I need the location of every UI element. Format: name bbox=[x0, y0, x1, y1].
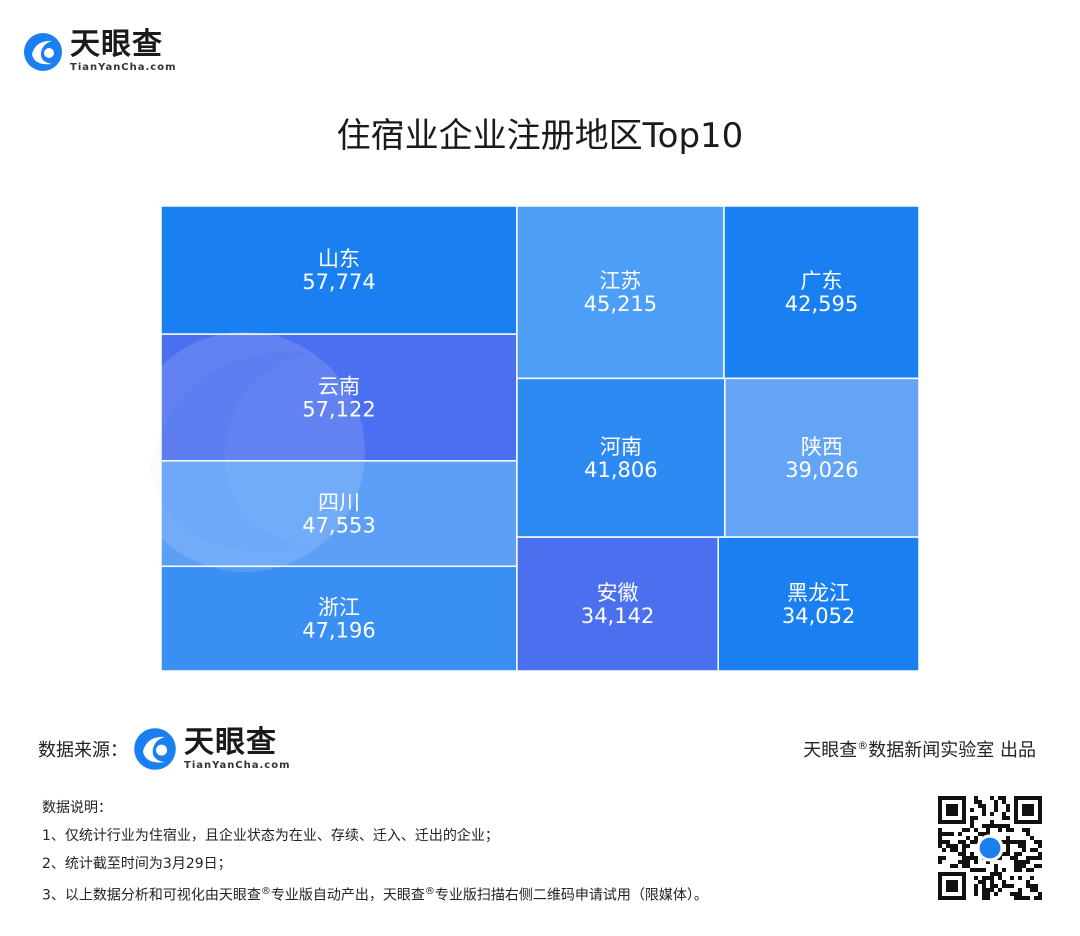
notes-heading: 数据说明： bbox=[42, 800, 112, 816]
treemap-cell-label: 江苏 bbox=[599, 269, 641, 293]
source-brand-cn: 天眼查 bbox=[184, 724, 277, 760]
tianyancha-logo-icon bbox=[24, 32, 62, 71]
tianyancha-logo-icon bbox=[134, 728, 176, 770]
registered-mark: ® bbox=[857, 739, 869, 752]
source-logo: 天眼查 TianYanCha.com bbox=[132, 726, 291, 772]
treemap-cell-value: 57,122 bbox=[302, 397, 375, 421]
notes-line-3-part-a: 3、以上数据分析和可视化由天眼查 bbox=[42, 887, 261, 904]
treemap-cell bbox=[516, 377, 726, 538]
registered-mark: ® bbox=[260, 886, 271, 897]
treemap-cell bbox=[516, 536, 719, 672]
treemap-cell bbox=[160, 333, 518, 462]
credit-line: 天眼查®数据新闻实验室 出品 bbox=[803, 736, 1036, 762]
treemap-cell bbox=[724, 377, 920, 538]
treemap-cell-label: 山东 bbox=[318, 247, 360, 271]
treemap-cell-label: 云南 bbox=[318, 374, 360, 398]
treemap-cell-value: 41,806 bbox=[584, 458, 657, 482]
treemap-cell-label: 安徽 bbox=[597, 581, 639, 605]
credit-suffix: 数据新闻实验室 出品 bbox=[868, 740, 1036, 761]
source-label: 数据来源： bbox=[38, 740, 128, 761]
treemap-cell-value: 39,026 bbox=[785, 458, 858, 482]
registered-mark: ® bbox=[424, 886, 435, 897]
notes-line-3-part-c: 专业版扫描右侧二维码申请试用（限媒体）。 bbox=[434, 887, 708, 904]
brand-logo: 天眼查 TianYanCha.com bbox=[22, 30, 177, 73]
treemap-cell-value: 47,196 bbox=[302, 619, 375, 643]
treemap-cell-label: 四川 bbox=[318, 491, 360, 515]
treemap-cell-label: 浙江 bbox=[318, 596, 360, 620]
brand-name-cn: 天眼查 bbox=[70, 27, 163, 62]
treemap-cell-value: 45,215 bbox=[584, 292, 657, 316]
treemap-cell-value: 42,595 bbox=[785, 292, 858, 316]
treemap-cell bbox=[717, 536, 920, 672]
treemap-cell bbox=[516, 205, 725, 380]
notes-line-1: 1、仅统计行业为住宿业，且企业状态为在业、存续、迁入、迁出的企业； bbox=[42, 828, 499, 844]
credit-prefix: 天眼查 bbox=[803, 740, 858, 761]
qr-code-icon[interactable] bbox=[938, 796, 1042, 900]
data-source: 数据来源： 天眼查 TianYanCha.com bbox=[38, 726, 291, 772]
treemap-cell bbox=[160, 460, 518, 568]
treemap-cell-value: 34,052 bbox=[782, 604, 855, 628]
treemap-cell-label: 陕西 bbox=[801, 435, 843, 459]
treemap-cell-value: 34,142 bbox=[581, 604, 654, 628]
treemap-cell-label: 河南 bbox=[600, 435, 642, 459]
treemap-cell bbox=[723, 205, 920, 380]
treemap-cell-value: 57,774 bbox=[302, 270, 375, 294]
treemap-cell-label: 广东 bbox=[800, 269, 842, 293]
treemap-cell-value: 47,553 bbox=[302, 514, 375, 538]
treemap-cell-label: 黑龙江 bbox=[787, 581, 850, 605]
brand-name-en: TianYanCha.com bbox=[70, 62, 177, 73]
chart-title: 住宿业企业注册地区Top10 bbox=[336, 116, 744, 156]
notes-line-3-part-b: 专业版自动产出，天眼查 bbox=[270, 887, 425, 904]
notes-line-2: 2、统计截至时间为3月29日； bbox=[42, 856, 232, 872]
source-brand-en: TianYanCha.com bbox=[184, 759, 291, 771]
notes-line-3: 3、以上数据分析和可视化由天眼查®专业版自动产出，天眼查®专业版扫描右侧二维码申… bbox=[42, 878, 708, 910]
data-notes: 数据说明： 1、仅统计行业为住宿业，且企业状态为在业、存续、迁入、迁出的企业； … bbox=[42, 794, 708, 910]
